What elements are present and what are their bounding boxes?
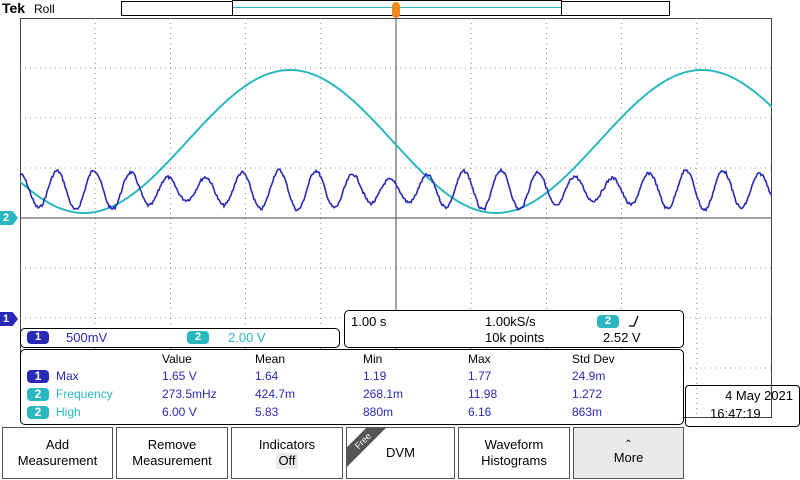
ch2-badge[interactable]: 2 bbox=[187, 331, 209, 344]
top-status-bar: Tek Roll bbox=[0, 0, 800, 18]
brand-logo: Tek bbox=[2, 0, 26, 16]
measurement-channel-badge: 2 bbox=[27, 388, 49, 401]
header-std-dev: Std Dev bbox=[572, 352, 615, 366]
button-label: More bbox=[613, 450, 644, 465]
badge-label: Free bbox=[352, 430, 374, 452]
date: 4 May 2021 bbox=[725, 388, 793, 403]
waveform-histograms-button[interactable]: Waveform Histograms bbox=[458, 427, 570, 479]
ch2-scale[interactable]: 2.00 V bbox=[228, 330, 266, 345]
measurement-value: 273.5mHz bbox=[162, 387, 217, 401]
measurement-min: 1.19 bbox=[363, 369, 387, 383]
datetime-display[interactable]: 4 May 2021 16:47:19 bbox=[685, 385, 800, 427]
button-label: Histograms bbox=[481, 453, 547, 468]
measurement-max: 11.98 bbox=[468, 387, 498, 401]
ch1-level-marker[interactable]: 1 bbox=[0, 312, 18, 326]
button-label: DVM bbox=[386, 445, 415, 460]
indicators-state: Off bbox=[276, 453, 298, 469]
measurement-min: 880m bbox=[363, 405, 394, 419]
measurement-std: 863m bbox=[572, 405, 603, 419]
add-measurement-button[interactable]: Add Measurement bbox=[2, 427, 113, 479]
measurement-max: 6.16 bbox=[468, 405, 492, 419]
time: 16:47:19 bbox=[710, 406, 761, 421]
button-label: Measurement bbox=[17, 453, 98, 468]
record-length: 10k points bbox=[485, 330, 545, 345]
trigger-source-badge[interactable]: 2 bbox=[597, 315, 619, 328]
rising-edge-icon bbox=[629, 315, 639, 327]
header-max: Max bbox=[468, 352, 491, 366]
ch1-scale[interactable]: 500mV bbox=[66, 330, 108, 345]
measurement-value: 1.65 V bbox=[162, 369, 197, 383]
ch1-waveform bbox=[20, 167, 772, 213]
timebase-panel[interactable]: 1.00 s 1.00kS/s 10k points 2 2.52 V bbox=[344, 310, 684, 348]
ch2-waveform bbox=[20, 69, 772, 214]
measurement-channel-badge: 1 bbox=[27, 370, 49, 383]
header-min: Min bbox=[363, 352, 383, 366]
trigger-position-marker[interactable] bbox=[392, 2, 400, 18]
measurement-name: High bbox=[56, 405, 81, 419]
measurement-value: 6.00 V bbox=[162, 405, 197, 419]
button-label: Indicators bbox=[258, 437, 316, 452]
button-label: Remove bbox=[147, 437, 197, 452]
header-value: Value bbox=[162, 352, 192, 366]
button-label: Waveform bbox=[484, 437, 544, 452]
measurement-std: 24.9m bbox=[572, 369, 606, 383]
trigger-level: 2.52 V bbox=[603, 330, 641, 345]
indicators-button[interactable]: Indicators Off bbox=[231, 427, 343, 479]
ch1-badge[interactable]: 1 bbox=[27, 331, 49, 344]
measurement-name: Frequency bbox=[56, 387, 113, 401]
acquisition-mode: Roll bbox=[34, 2, 55, 16]
measurement-max: 1.77 bbox=[468, 369, 492, 383]
button-label: Add bbox=[45, 437, 70, 452]
sample-rate: 1.00kS/s bbox=[485, 314, 536, 329]
up-arrow-icon: ⌃ bbox=[624, 439, 633, 450]
dvm-button[interactable]: Free DVM bbox=[346, 427, 455, 479]
free-badge: Free bbox=[347, 428, 390, 468]
measurement-name: Max bbox=[56, 369, 79, 383]
button-label: Measurement bbox=[132, 453, 212, 468]
measurement-mean: 5.83 bbox=[255, 405, 279, 419]
measurements-panel[interactable]: Value Mean Min Max Std Dev 1 Max 1.65 V 1.6… bbox=[20, 349, 684, 425]
measurement-mean: 424.7m bbox=[255, 387, 296, 401]
channel-scale-panel: 1 500mV 2 2.00 V bbox=[20, 328, 340, 348]
more-button[interactable]: ⌃ More bbox=[573, 427, 684, 479]
measurement-channel-badge: 2 bbox=[27, 406, 49, 419]
header-mean: Mean bbox=[255, 352, 286, 366]
remove-measurement-button[interactable]: Remove Measurement bbox=[116, 427, 228, 479]
measurement-mean: 1.64 bbox=[255, 369, 279, 383]
horizontal-scale: 1.00 s bbox=[351, 314, 387, 329]
measurement-std: 1.272 bbox=[572, 387, 603, 401]
measurement-min: 268.1m bbox=[363, 387, 404, 401]
ch2-level-marker[interactable]: 2 bbox=[0, 211, 18, 225]
